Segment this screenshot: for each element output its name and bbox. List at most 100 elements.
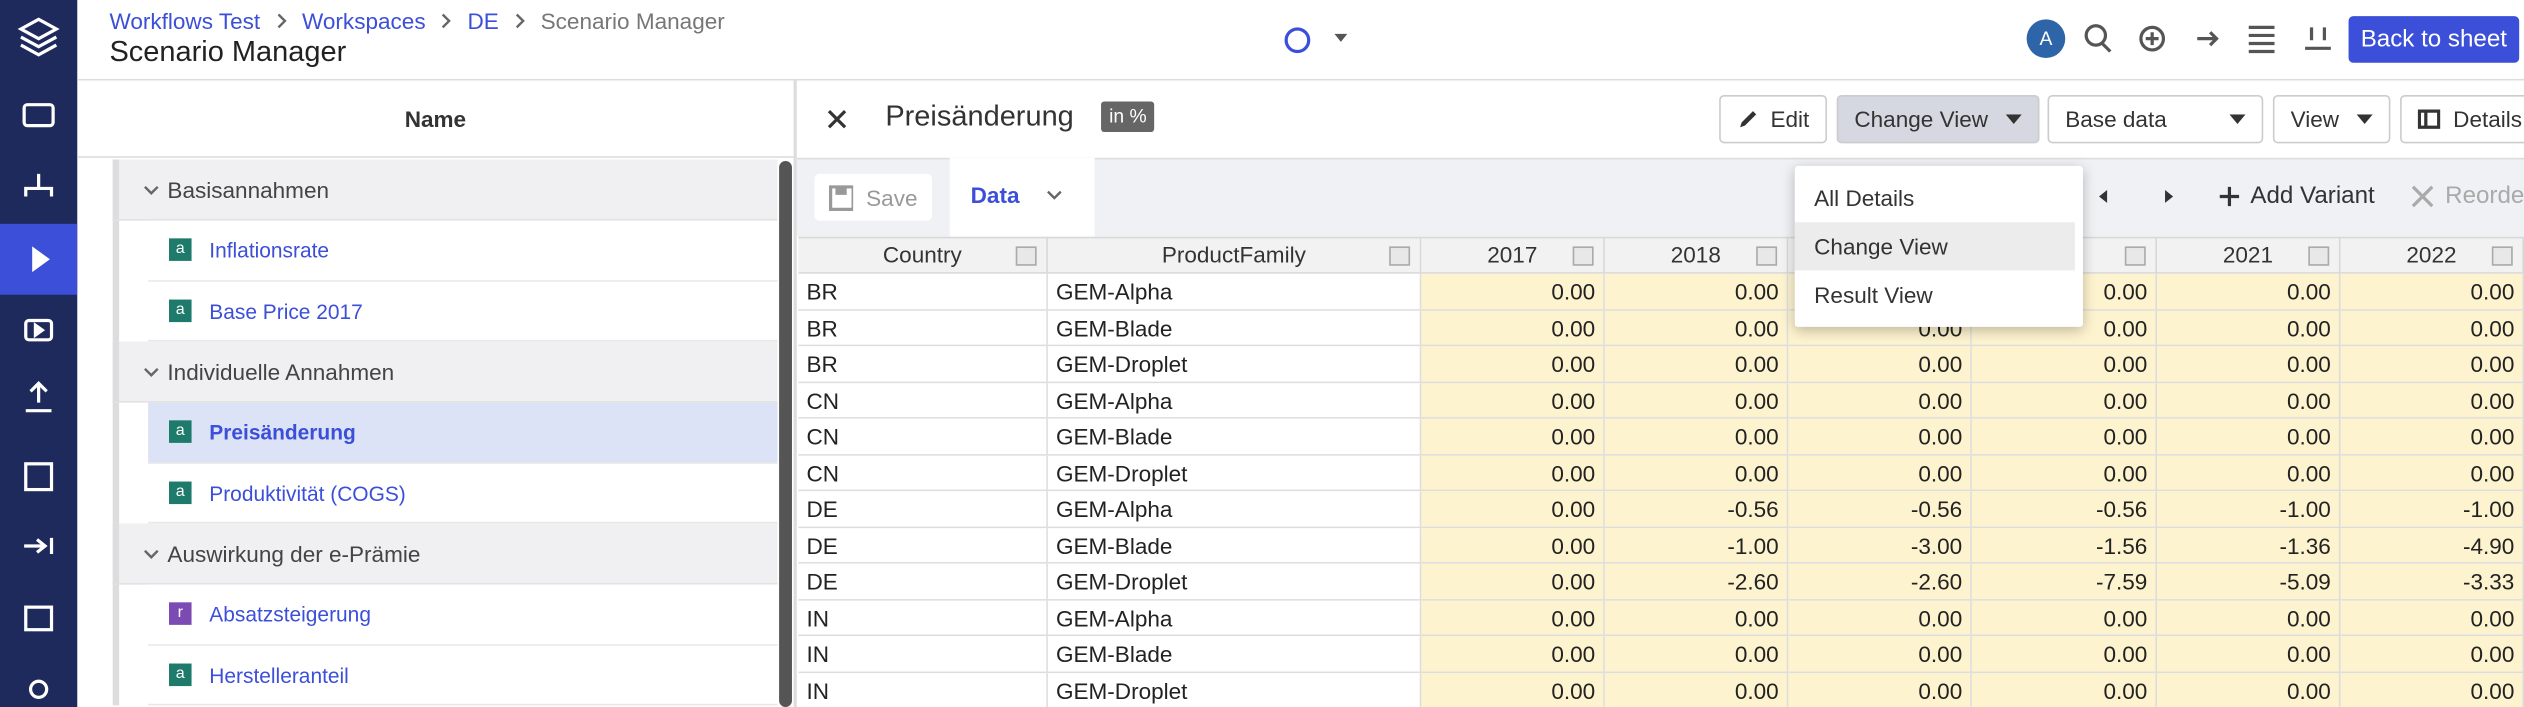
back-button[interactable]: Back to sheet: [2348, 16, 2520, 63]
table-cell: 0.00: [1421, 418, 1605, 455]
table-cell: 0.00: [1604, 636, 1789, 673]
tree-guide: [112, 584, 148, 706]
item-icon: a: [169, 238, 192, 261]
caret: [2005, 114, 2022, 125]
button-label: Base data: [2065, 106, 2167, 133]
panel-button[interactable]: Details: [2400, 95, 2524, 144]
table-cell: 0.00: [1604, 273, 1789, 311]
table-cell: CN: [798, 418, 1048, 455]
reorder[interactable]: Reorder: [2410, 182, 2524, 209]
column-header: 2022: [2340, 236, 2524, 274]
filter-icon[interactable]: [1572, 246, 1594, 266]
table-cell: 0.00: [2340, 454, 2524, 492]
item-label: Absatzsteigerung: [209, 602, 371, 627]
filter-icon[interactable]: [1756, 246, 1778, 266]
table-cell: BR: [798, 310, 1048, 347]
table-cell: 0.00: [2156, 599, 2341, 637]
item-label: Herstelleranteil: [209, 662, 349, 687]
table-cell: BR: [798, 346, 1048, 383]
caret: [2356, 114, 2373, 125]
table-cell: -4.90: [2340, 527, 2524, 564]
table-cell: GEM-Blade: [1047, 310, 1422, 347]
tree-item[interactable]: a Base Price 2017: [148, 281, 778, 342]
chevron: [144, 549, 159, 559]
table-cell: 0.00: [1421, 563, 1605, 600]
table-cell: GEM-Droplet: [1047, 672, 1422, 707]
panel-button[interactable]: Edit: [1719, 95, 1828, 144]
tree-guide: [112, 220, 148, 342]
tree-item[interactable]: a Preisänderung: [148, 402, 778, 464]
tree-item[interactable]: a Herstelleranteil: [148, 645, 778, 706]
breadcrumb-item[interactable]: Workspaces: [302, 8, 426, 34]
table-cell: 0.00: [1971, 636, 2157, 673]
table-cell: 0.00: [1421, 491, 1605, 528]
column-header: 2018: [1604, 236, 1789, 274]
tree-group[interactable]: Individuelle Annahmen: [112, 341, 778, 403]
table-cell: 0.00: [1421, 672, 1605, 707]
scrollbar: [779, 161, 792, 707]
tree-item[interactable]: a Inflationsrate: [148, 220, 778, 282]
item-icon: r: [169, 602, 192, 625]
data-tab[interactable]: Data: [949, 157, 1095, 237]
filter-icon[interactable]: [2491, 246, 2513, 266]
column-header: Country: [798, 236, 1048, 274]
table-cell: -3.33: [2340, 563, 2524, 600]
breadcrumb-item[interactable]: DE: [467, 8, 499, 34]
table-cell: 0.00: [2340, 310, 2524, 347]
tree-group[interactable]: Basisannahmen: [112, 159, 778, 221]
table-cell: GEM-Droplet: [1047, 454, 1422, 492]
unit-badge: in %: [1101, 101, 1155, 133]
table-cell: -3.00: [1788, 527, 1972, 564]
save-button[interactable]: Save: [814, 173, 933, 221]
table-cell: 0.00: [1604, 672, 1789, 707]
table-cell: 0.00: [1788, 382, 1972, 419]
menu-item[interactable]: Result View: [1794, 270, 2075, 319]
table-cell: 0.00: [1788, 454, 1972, 492]
chevron: [277, 13, 287, 29]
table-cell: GEM-Blade: [1047, 636, 1422, 673]
table-cell: -1.00: [1604, 527, 1789, 564]
table-cell: -2.60: [1604, 563, 1789, 600]
header-icons: [1284, 24, 2331, 54]
table-cell: DE: [798, 563, 1048, 600]
menu-item[interactable]: All Details: [1794, 173, 2075, 223]
avatar[interactable]: A: [2026, 19, 2066, 58]
table-cell: 0.00: [1971, 382, 2157, 419]
sidebar: [0, 0, 78, 707]
column-header: 2021: [2156, 236, 2341, 274]
item-icon: a: [169, 662, 192, 686]
button-label: Edit: [1770, 106, 1810, 133]
table-cell: -0.56: [1604, 491, 1789, 528]
breadcrumb-item[interactable]: Workflows Test: [109, 8, 261, 34]
table-cell: 0.00: [2156, 346, 2341, 383]
panel-button[interactable]: Base data: [2047, 95, 2264, 144]
tree-group[interactable]: Auswirkung der e-Prämie: [112, 523, 778, 585]
add-variant[interactable]: Add Variant: [2218, 182, 2375, 209]
table-cell: 0.00: [1421, 310, 1605, 347]
table-cell: 0.00: [2340, 346, 2524, 383]
panel-button[interactable]: Change View: [1836, 95, 2040, 144]
table-cell: 0.00: [2156, 454, 2341, 492]
tree-item[interactable]: a Produktivität (COGS): [148, 463, 778, 524]
item-label: Preisänderung: [209, 420, 356, 445]
table-cell: 0.00: [1421, 599, 1605, 637]
table-cell: 0.00: [2340, 418, 2524, 455]
nav-arrows[interactable]: [2093, 184, 2183, 210]
close-button[interactable]: [824, 106, 850, 132]
item-icon: a: [169, 420, 192, 443]
filter-icon[interactable]: [1389, 246, 1411, 266]
save-label: Save: [866, 184, 918, 211]
tree-item[interactable]: r Absatzsteigerung: [148, 584, 778, 646]
menu-item[interactable]: Change View: [1794, 222, 2075, 271]
table-cell: GEM-Alpha: [1047, 491, 1422, 528]
filter-icon[interactable]: [1015, 246, 1037, 266]
filter-icon[interactable]: [2124, 246, 2146, 266]
table-cell: -7.59: [1971, 563, 2157, 600]
button-label: Details: [2453, 106, 2523, 133]
table-cell: BR: [798, 273, 1048, 311]
tree-guide: [112, 402, 148, 524]
panel-button[interactable]: View: [2272, 95, 2391, 144]
filter-icon[interactable]: [2308, 246, 2330, 266]
table-cell: GEM-Alpha: [1047, 599, 1422, 637]
